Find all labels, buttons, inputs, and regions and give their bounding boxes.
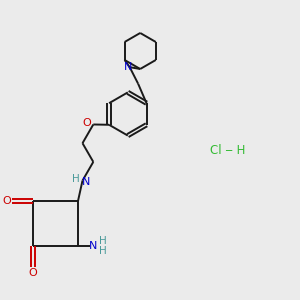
Text: O: O bbox=[82, 118, 91, 128]
Text: N: N bbox=[82, 177, 90, 187]
Text: H: H bbox=[99, 236, 107, 246]
Text: N: N bbox=[124, 62, 132, 72]
Text: H: H bbox=[72, 174, 80, 184]
Text: H: H bbox=[99, 246, 107, 256]
Text: N: N bbox=[89, 241, 97, 251]
Text: O: O bbox=[2, 196, 11, 206]
Text: O: O bbox=[28, 268, 38, 278]
Text: Cl ‒ H: Cl ‒ H bbox=[210, 143, 246, 157]
